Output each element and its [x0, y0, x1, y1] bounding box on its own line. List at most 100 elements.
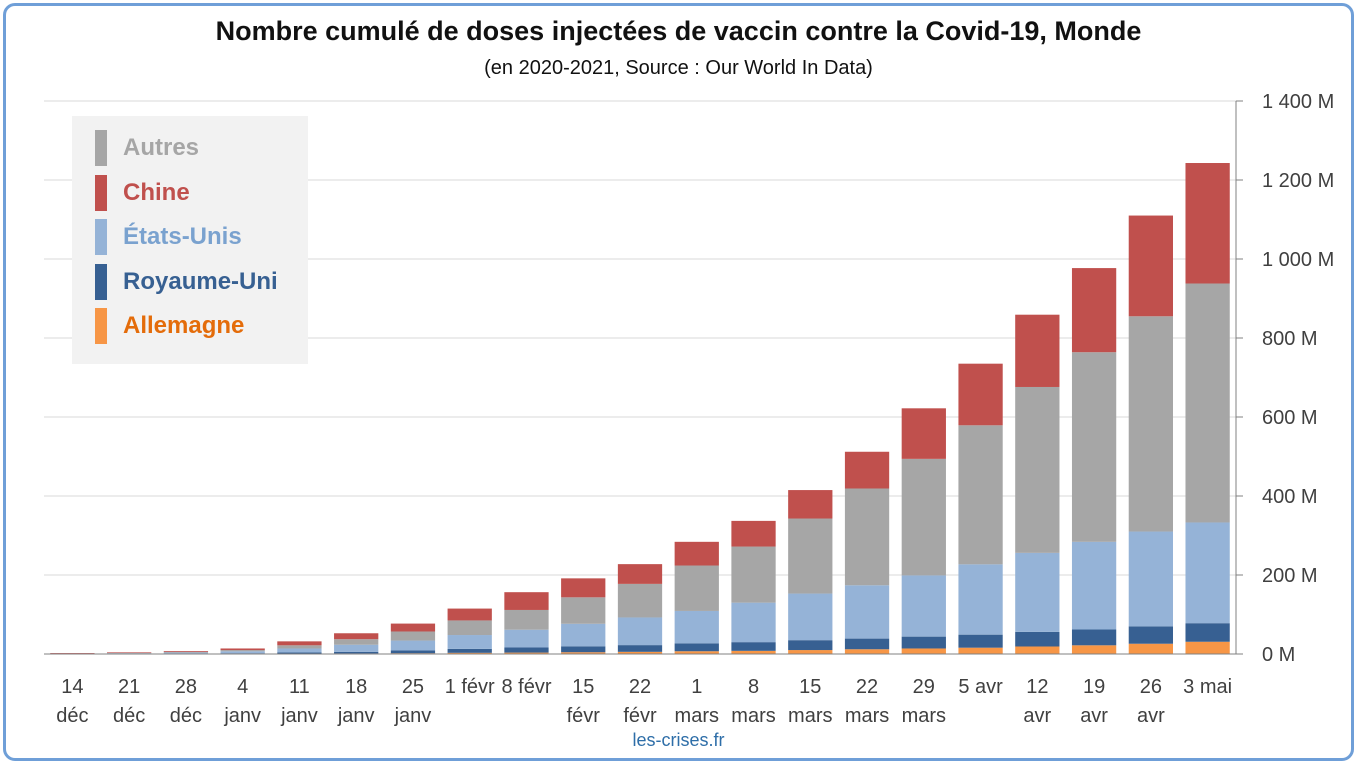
- bar-segment--tats-unis: [674, 610, 719, 644]
- bar-segment-allemagne: [1015, 646, 1060, 654]
- bar-segment-chine: [447, 608, 492, 621]
- x-tick-label: 5 avr: [958, 676, 1003, 698]
- legend-swatch: [95, 308, 107, 344]
- bar-segment-royaume-uni: [788, 640, 833, 651]
- x-tick-label: avr: [1023, 705, 1051, 727]
- bar-segment-chine: [107, 652, 152, 653]
- bar-segment-royaume-uni: [844, 638, 890, 650]
- bar-segment-chine: [674, 541, 719, 566]
- x-tick-label: déc: [170, 705, 202, 727]
- bar-segment-allemagne: [844, 649, 890, 654]
- x-tick-label: 29: [913, 676, 935, 698]
- bar-segment-allemagne: [1185, 641, 1230, 654]
- bar-segment--tats-unis: [617, 617, 663, 646]
- bar-segment-autres: [958, 425, 1003, 565]
- x-tick-label: 25: [402, 676, 424, 698]
- x-tick-label: janv: [394, 705, 432, 727]
- bar-segment-allemagne: [788, 650, 833, 654]
- bar-segment-allemagne: [1128, 643, 1173, 654]
- bar-segment-autres: [1071, 352, 1117, 542]
- x-tick-label: 4: [237, 676, 248, 698]
- bar-segment-autres: [1015, 386, 1060, 553]
- x-tick-label: mars: [731, 705, 775, 727]
- legend-item: Chine: [95, 174, 190, 211]
- x-tick-label: 8: [748, 676, 759, 698]
- bar-segment-chine: [788, 490, 833, 519]
- bar-segment--tats-unis: [390, 640, 436, 651]
- source-credit: les-crises.fr: [632, 730, 725, 750]
- bar-segment--tats-unis: [1128, 531, 1173, 627]
- bar-segment--tats-unis: [561, 623, 606, 647]
- bar-segment-autres: [504, 609, 549, 630]
- x-tick-label: janv: [337, 705, 375, 727]
- y-tick-label: 0 M: [1262, 644, 1295, 666]
- x-tick-label: 28: [175, 676, 197, 698]
- x-tick-label: 14: [61, 676, 83, 698]
- bar-segment--tats-unis: [334, 644, 379, 652]
- x-tick-label: 22: [856, 676, 878, 698]
- bar-segment-royaume-uni: [1185, 623, 1230, 642]
- bar-segment-allemagne: [447, 652, 492, 654]
- bar-segment--tats-unis: [220, 651, 265, 654]
- bar-segment-royaume-uni: [901, 636, 946, 649]
- bar-segment-autres: [390, 631, 436, 641]
- bar-segment--tats-unis: [1185, 522, 1230, 624]
- bar-segment-royaume-uni: [447, 648, 492, 653]
- legend-swatch: [95, 263, 107, 300]
- x-axis-labels: 14déc21déc28déc4janv11janv18janv25janv1 …: [56, 676, 1232, 727]
- bar-segment--tats-unis: [163, 652, 209, 654]
- x-tick-label: 8 févr: [501, 676, 551, 698]
- bar-segment-royaume-uni: [731, 642, 776, 651]
- bar-segment-chine: [731, 520, 776, 547]
- x-tick-label: avr: [1080, 705, 1108, 727]
- bar-segment-autres: [617, 583, 663, 618]
- x-tick-label: 11: [289, 676, 310, 698]
- bar-segment-royaume-uni: [674, 643, 719, 652]
- x-tick-label: févr: [623, 705, 657, 727]
- bar-segment-chine: [958, 363, 1003, 426]
- bar-segment-chine: [334, 633, 379, 640]
- x-tick-label: 1: [691, 676, 702, 698]
- y-tick-label: 600 M: [1262, 407, 1318, 429]
- bar-segment--tats-unis: [1015, 552, 1060, 632]
- legend-label: Allemagne: [123, 312, 245, 339]
- y-tick-label: 200 M: [1262, 565, 1318, 587]
- bar-segment-chine: [844, 451, 890, 489]
- bar-segment-royaume-uni: [617, 645, 663, 652]
- bar-segment-royaume-uni: [334, 651, 379, 654]
- legend-item: Royaume-Uni: [95, 263, 278, 300]
- bar-segment-chine: [1071, 268, 1117, 353]
- x-tick-label: avr: [1137, 705, 1165, 727]
- legend-item: États-Unis: [95, 219, 242, 255]
- bar-segment-autres: [277, 645, 322, 649]
- bar-segment--tats-unis: [788, 593, 833, 641]
- bar-segment-autres: [447, 620, 492, 636]
- bar-segment--tats-unis: [1071, 541, 1117, 630]
- bar-segment-allemagne: [1071, 645, 1117, 654]
- bars: [50, 163, 1230, 654]
- legend-label: Autres: [123, 134, 200, 161]
- bar-segment-royaume-uni: [504, 647, 549, 653]
- bar-segment-autres: [731, 546, 776, 603]
- bar-segment-royaume-uni: [277, 652, 322, 654]
- bar-segment-chine: [901, 408, 946, 459]
- x-tick-label: févr: [567, 705, 601, 727]
- bar-segment-royaume-uni: [561, 646, 606, 653]
- bar-segment-chine: [561, 578, 606, 598]
- x-tick-label: 15: [572, 676, 594, 698]
- legend-swatch: [95, 219, 107, 255]
- legend-swatch: [95, 174, 107, 211]
- x-tick-label: 3 mai: [1183, 676, 1232, 698]
- x-tick-label: 18: [345, 676, 367, 698]
- bar-segment--tats-unis: [277, 648, 322, 653]
- bar-segment-allemagne: [561, 652, 606, 654]
- bar-segment-royaume-uni: [1071, 629, 1117, 646]
- x-tick-label: 21: [118, 676, 140, 698]
- bar-segment-chine: [617, 564, 663, 584]
- bar-segment-autres: [334, 639, 379, 645]
- bar-segment-chine: [220, 648, 265, 651]
- x-tick-label: mars: [845, 705, 889, 727]
- x-tick-label: janv: [280, 705, 318, 727]
- x-tick-label: janv: [223, 705, 261, 727]
